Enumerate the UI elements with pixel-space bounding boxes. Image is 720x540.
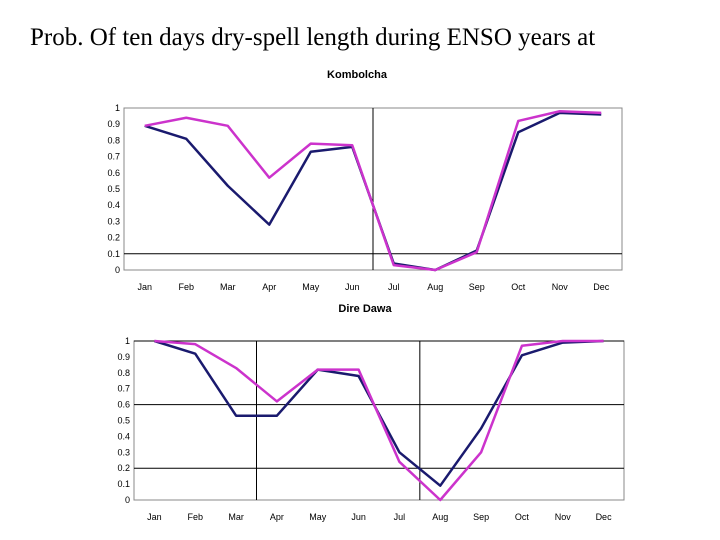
kombolcha-x-tick-label: Feb — [178, 282, 194, 292]
kombolcha-chart-title: Kombolcha — [327, 69, 388, 81]
dire-dawa-x-tick-label: Apr — [270, 512, 284, 522]
dire-dawa-series-line-2 — [154, 339, 604, 502]
kombolcha-y-tick-label: 0.1 — [107, 249, 120, 259]
kombolcha-x-tick-label: Jun — [345, 282, 360, 292]
dire-dawa-y-tick-label: 0.9 — [117, 352, 130, 362]
dire-dawa-x-tick-label: Mar — [228, 512, 244, 522]
dire-dawa-plot-frame — [133, 340, 625, 501]
kombolcha-x-tick-label: Jan — [137, 282, 152, 292]
dire-dawa-x-tick-label: Sep — [473, 512, 489, 522]
dire-dawa-y-tick-label: 1 — [125, 336, 130, 346]
dire-dawa-chart-title: Dire Dawa — [338, 303, 392, 315]
dire-dawa-y-tick-label: 0.6 — [117, 400, 130, 410]
kombolcha-x-tick-label: Nov — [552, 282, 569, 292]
dire-dawa-y-tick-label: 0.4 — [117, 431, 130, 441]
kombolcha-x-tick-label: Jul — [388, 282, 400, 292]
kombolcha-x-tick-label: May — [302, 282, 320, 292]
kombolcha-y-tick-label: 0.9 — [107, 119, 120, 129]
kombolcha-x-tick-label: Sep — [469, 282, 485, 292]
dire-dawa-y-tick-label: 0 — [125, 495, 130, 505]
dire-dawa-y-tick-label: 0.5 — [117, 416, 130, 426]
kombolcha-x-tick-label: Aug — [427, 282, 443, 292]
dire-dawa-y-tick-label: 0.2 — [117, 463, 130, 473]
dire-dawa-x-tick-label: Aug — [432, 512, 448, 522]
dire-dawa-x-tick-label: Jun — [351, 512, 366, 522]
kombolcha-y-tick-label: 0.2 — [107, 233, 120, 243]
dire-dawa-x-tick-label: Dec — [596, 512, 613, 522]
dire-dawa-y-tick-label: 0.1 — [117, 479, 130, 489]
dire-dawa-x-tick-label: Feb — [187, 512, 203, 522]
kombolcha-y-tick-label: 0.3 — [107, 216, 120, 226]
dire-dawa-x-tick-label: Oct — [515, 512, 530, 522]
kombolcha-x-tick-label: Dec — [593, 282, 610, 292]
kombolcha-y-tick-label: 0 — [115, 265, 120, 275]
kombolcha-y-tick-label: 0.7 — [107, 152, 120, 162]
page-title: Prob. Of ten days dry-spell length durin… — [30, 24, 596, 51]
dire-dawa-x-tick-label: Nov — [555, 512, 572, 522]
kombolcha-y-tick-label: 1 — [115, 103, 120, 113]
dire-dawa-x-tick-label: Jul — [394, 512, 406, 522]
kombolcha-y-tick-label: 0.6 — [107, 168, 120, 178]
dire-dawa-x-tick-label: Jan — [147, 512, 162, 522]
kombolcha-x-tick-label: Apr — [262, 282, 276, 292]
kombolcha-series-line-2 — [144, 109, 602, 272]
dire-dawa-y-tick-label: 0.3 — [117, 447, 130, 457]
kombolcha-x-tick-label: Oct — [511, 282, 526, 292]
kombolcha-y-tick-label: 0.8 — [107, 135, 120, 145]
dire-dawa-y-tick-label: 0.7 — [117, 384, 130, 394]
kombolcha-chart: Kombolcha 0 0.1 0.2 0.3 0.4 0.5 0.6 0.7 0.8 0.9 1 J… — [107, 69, 623, 292]
kombolcha-x-tick-label: Mar — [220, 282, 236, 292]
dire-dawa-y-tick-label: 0.8 — [117, 368, 130, 378]
dire-dawa-chart: 0 0.1 0.2 0.3 0.4 0.5 0.6 0.7 0.8 0.9 1 Jan Feb Mar Ap… — [117, 303, 625, 522]
kombolcha-y-tick-label: 0.4 — [107, 200, 120, 210]
dire-dawa-x-tick-label: May — [309, 512, 327, 522]
kombolcha-y-tick-label: 0.5 — [107, 184, 120, 194]
